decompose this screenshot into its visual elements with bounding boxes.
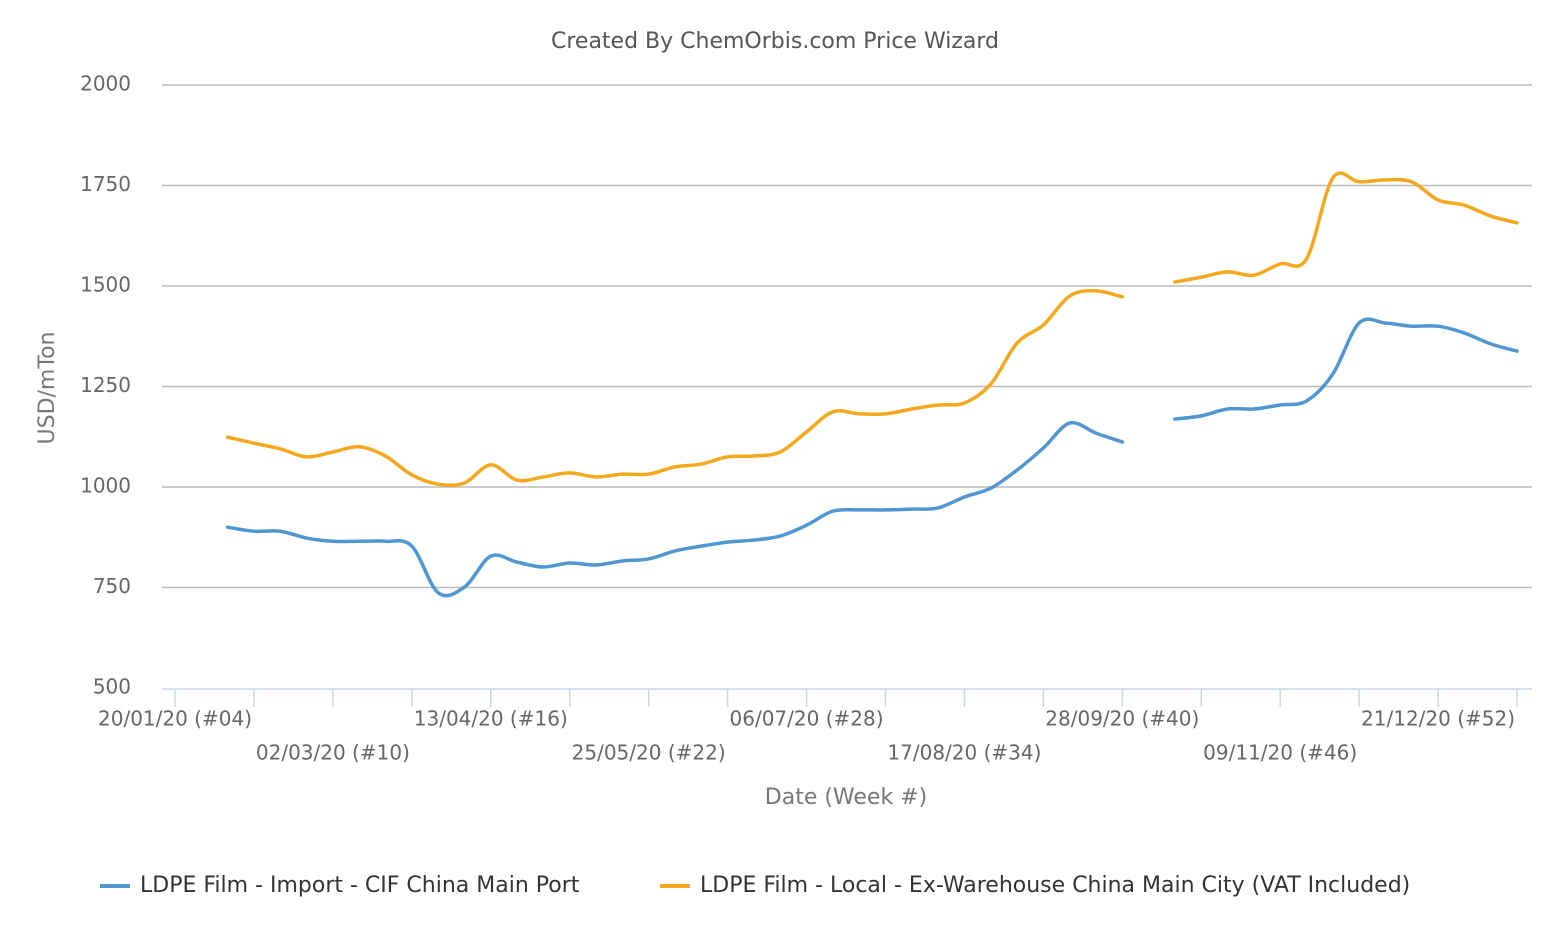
- y-tick-label: 1750: [80, 172, 131, 196]
- y-tick-label: 750: [93, 574, 131, 598]
- y-tick-label: 1000: [80, 474, 131, 498]
- y-tick-label: 2000: [80, 72, 131, 96]
- x-tick-label: 21/12/20 (#52): [1361, 707, 1515, 731]
- series-line: [225, 289, 1125, 488]
- x-tick-label: 25/05/20 (#22): [572, 741, 726, 765]
- series-line: [1173, 317, 1519, 421]
- y-axis-title: USD/mTon: [35, 332, 60, 445]
- series-line: [1173, 171, 1519, 284]
- legend-label: LDPE Film - Local - Ex-Warehouse China M…: [700, 873, 1410, 898]
- y-tick-label: 1500: [80, 273, 131, 297]
- x-tick-label: 28/09/20 (#40): [1045, 707, 1199, 731]
- x-tick-label: 20/01/20 (#04): [98, 707, 252, 731]
- y-tick-label: 500: [93, 675, 131, 699]
- y-tick-label: 1250: [80, 373, 131, 397]
- x-tick-label: 17/08/20 (#34): [887, 741, 1041, 765]
- x-tick-label: 02/03/20 (#10): [256, 741, 410, 765]
- legend-label: LDPE Film - Import - CIF China Main Port: [140, 873, 580, 898]
- series-line: [225, 420, 1125, 598]
- x-tick-label: 13/04/20 (#16): [414, 707, 568, 731]
- chart-title: Created By ChemOrbis.com Price Wizard: [551, 29, 999, 54]
- x-tick-label: 09/11/20 (#46): [1203, 741, 1357, 765]
- x-axis-title: Date (Week #): [765, 785, 927, 810]
- x-tick-label: 06/07/20 (#28): [730, 707, 884, 731]
